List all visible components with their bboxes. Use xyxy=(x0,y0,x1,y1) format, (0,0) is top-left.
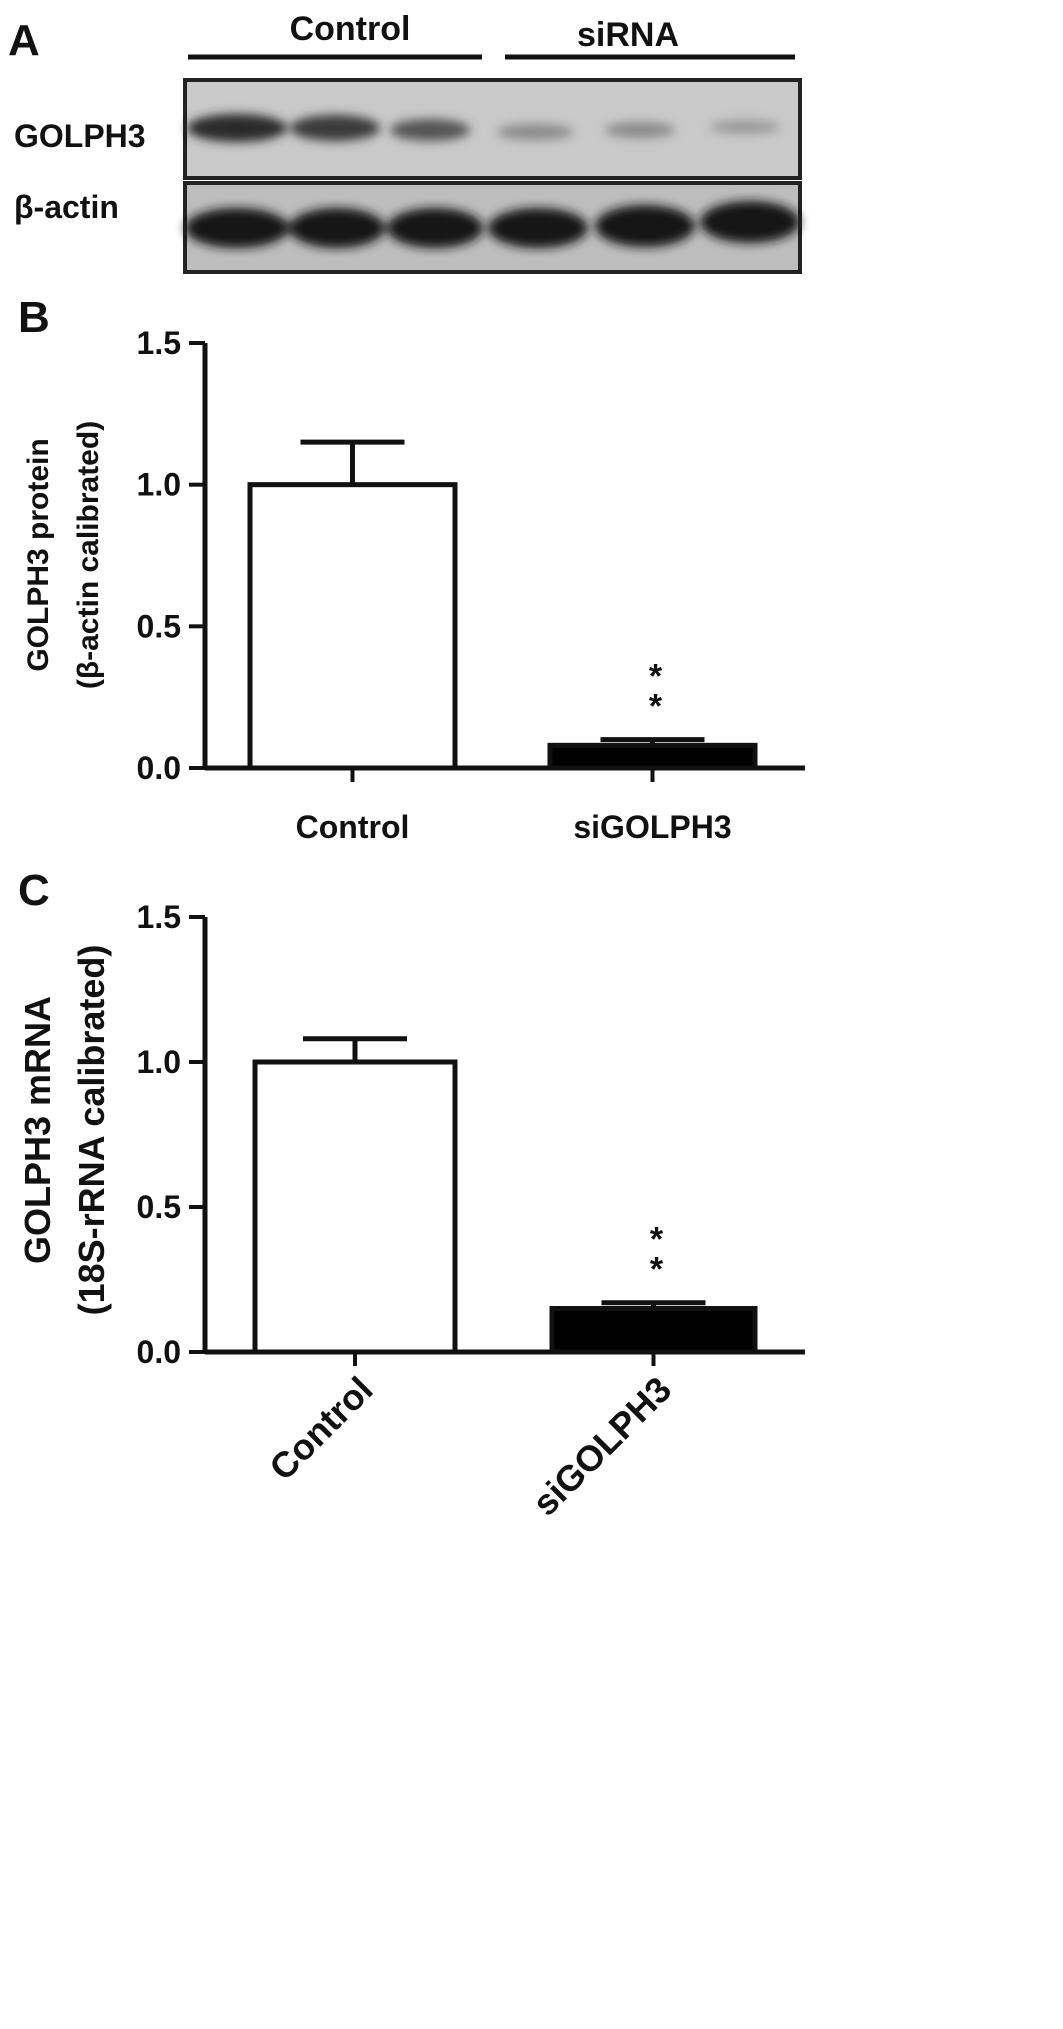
annotation: ** xyxy=(637,658,675,718)
y-tick-label: 1.5 xyxy=(137,325,181,361)
y-axis-label: GOLPH3 protein xyxy=(22,438,55,671)
panel-label: A xyxy=(8,16,40,65)
row-label: GOLPH3 xyxy=(14,118,146,154)
y-tick-label: 0.5 xyxy=(137,1189,181,1225)
panel-label: B xyxy=(18,293,50,342)
group-label: siRNA xyxy=(577,16,679,54)
y-axis-label: (18S-rRNA calibrated) xyxy=(71,945,112,1316)
bar xyxy=(247,482,458,771)
y-tick-label: 1.0 xyxy=(137,467,181,503)
y-axis-label: GOLPH3 mRNA xyxy=(17,996,58,1264)
y-tick-label: 1.5 xyxy=(137,899,181,935)
y-tick-label: 0.5 xyxy=(137,608,181,644)
x-tick-label: siGOLPH3 xyxy=(524,1369,679,1524)
y-tick-label: 0.0 xyxy=(137,750,181,786)
y-tick-label: 0.0 xyxy=(137,1334,181,1370)
x-tick-label: Control xyxy=(296,809,410,845)
bar xyxy=(547,742,758,771)
y-axis-label: (β-actin calibrated) xyxy=(72,421,105,689)
group-label: Control xyxy=(290,10,411,48)
bar xyxy=(252,1059,458,1355)
bar xyxy=(549,1306,758,1355)
annotation: ** xyxy=(638,1221,676,1281)
blot-gel xyxy=(183,78,802,274)
panel-label: C xyxy=(18,866,50,915)
x-tick-label: siGOLPH3 xyxy=(573,809,731,845)
x-tick-label: Control xyxy=(261,1369,380,1488)
row-label: β-actin xyxy=(14,189,119,225)
y-tick-label: 1.0 xyxy=(137,1044,181,1080)
